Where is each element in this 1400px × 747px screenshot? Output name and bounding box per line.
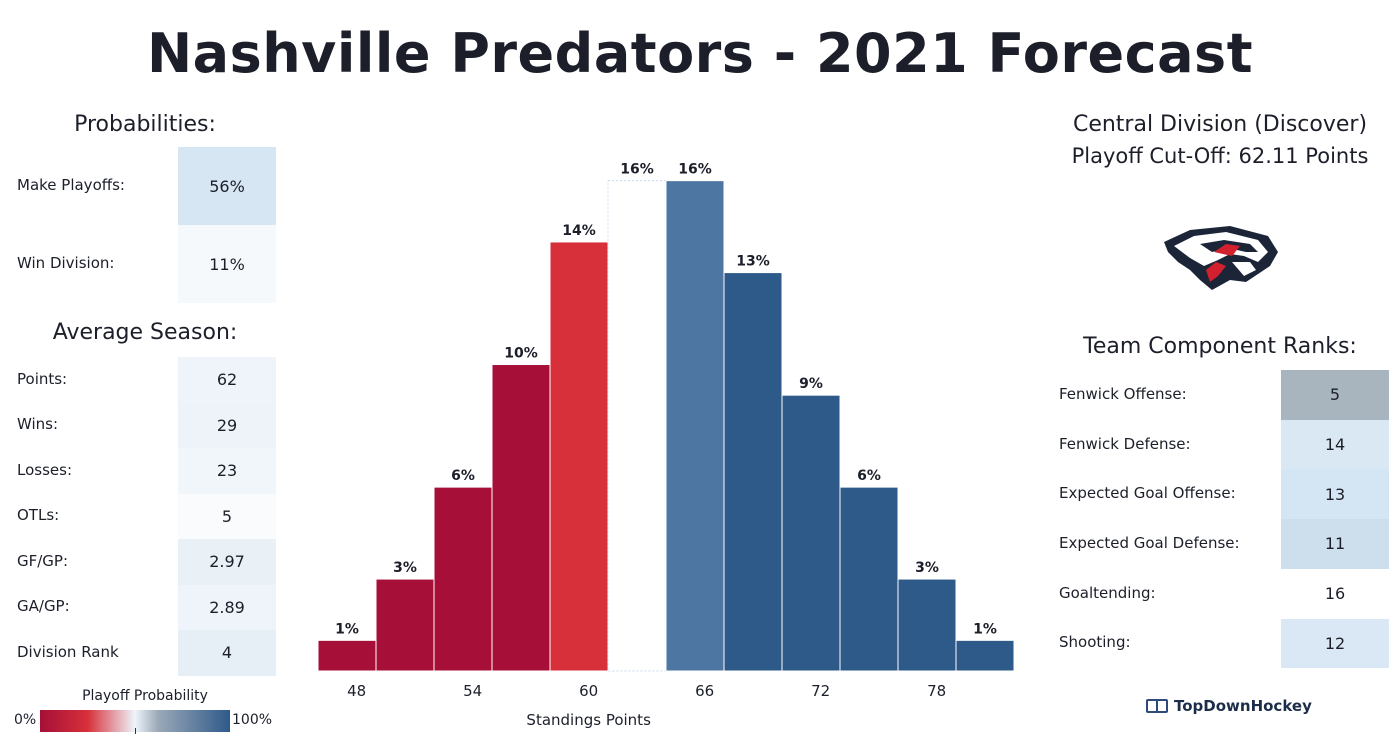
team-ranks-value: 5 — [1281, 370, 1389, 420]
histogram-bar — [433, 486, 493, 672]
legend-min-label: 0% — [14, 712, 37, 728]
histogram-bar — [491, 364, 551, 672]
average-season-label: Division Rank — [17, 642, 119, 661]
histogram-bar — [781, 394, 841, 672]
brand-icon — [1146, 699, 1168, 713]
bar-value-label: 9% — [799, 376, 823, 392]
division-name: Central Division (Discover) — [1072, 112, 1368, 137]
average-season-label: OTLs: — [17, 506, 60, 525]
average-season-label: Wins: — [17, 415, 59, 434]
x-tick-label: 54 — [463, 682, 482, 700]
team-ranks-value: 16 — [1281, 568, 1389, 619]
page-title: Nashville Predators - 2021 Forecast — [146, 22, 1254, 85]
average-season-value: 4 — [178, 630, 276, 676]
bar-value-label: 3% — [915, 560, 939, 576]
legend-tick — [135, 728, 136, 734]
x-axis-label: Standings Points — [526, 711, 651, 729]
histogram-bar — [839, 486, 899, 672]
team-ranks-label: Fenwick Offense: — [1059, 384, 1187, 403]
histogram-bar — [665, 180, 725, 672]
histogram-bar — [375, 578, 435, 672]
legend-color-bar — [40, 710, 230, 732]
average-season-heading: Average Season: — [52, 320, 238, 345]
forecast-histogram: 1% 3% 6% 10% 14% 16% 16% 13% 9% 6% 3% 1% 48 54 60 66 72 7… — [317, 162, 1015, 729]
average-season-label: GA/GP: — [17, 597, 70, 616]
team-ranks-value: 14 — [1281, 419, 1389, 470]
x-tick-label: 48 — [347, 682, 366, 700]
bar-value-label: 6% — [451, 468, 475, 484]
histogram-bar — [549, 241, 609, 672]
team-ranks-label: Fenwick Defense: — [1059, 434, 1191, 453]
legend-max-label: 100% — [232, 712, 273, 728]
team-ranks-label: Expected Goal Offense: — [1059, 484, 1236, 503]
team-ranks-value: 11 — [1281, 519, 1389, 569]
bar-value-label: 10% — [504, 346, 538, 362]
histogram-bar — [897, 578, 957, 672]
average-season-value: 2.89 — [178, 584, 276, 630]
bar-value-label: 3% — [393, 560, 417, 576]
x-tick-label: 72 — [811, 682, 830, 700]
average-season-value: 5 — [178, 493, 276, 539]
predators-logo — [1164, 226, 1278, 290]
x-tick-label: 66 — [695, 682, 714, 700]
probabilities-label: Make Playoffs: — [17, 176, 125, 194]
probabilities-heading: Probabilities: — [74, 112, 216, 137]
average-season-label: Points: — [17, 369, 68, 388]
bar-value-label: 16% — [620, 162, 654, 178]
average-season-value: 62 — [178, 357, 276, 403]
team-ranks-label: Expected Goal Defense: — [1059, 533, 1240, 552]
team-ranks-value: 12 — [1281, 618, 1389, 669]
brand-name: TopDownHockey — [1174, 697, 1312, 715]
team-ranks-heading: Team Component Ranks: — [1083, 334, 1357, 359]
legend-title: Playoff Probability — [82, 688, 208, 704]
average-season-label: GF/GP: — [17, 551, 69, 570]
histogram-bar — [723, 272, 783, 672]
brand: TopDownHockey — [1146, 697, 1312, 715]
bar-value-label: 1% — [973, 621, 997, 637]
bar-value-label: 6% — [857, 468, 881, 484]
probabilities-value: 56% — [178, 147, 276, 225]
x-tick-label: 60 — [579, 682, 598, 700]
probabilities-label: Win Division: — [17, 254, 115, 272]
histogram-bar — [317, 639, 377, 672]
team-ranks-value: 13 — [1281, 469, 1389, 520]
histogram-bar — [607, 180, 667, 672]
average-season-value: 29 — [178, 402, 276, 448]
bar-value-label: 14% — [562, 223, 596, 239]
average-season-value: 2.97 — [178, 539, 276, 585]
team-ranks-label: Goaltending: — [1059, 583, 1156, 602]
bar-value-label: 1% — [335, 621, 359, 637]
average-season-label: Losses: — [17, 460, 72, 479]
x-tick-label: 78 — [927, 682, 946, 700]
bar-value-label: 16% — [678, 162, 712, 178]
bar-value-label: 13% — [736, 254, 770, 270]
probabilities-value: 11% — [178, 225, 276, 303]
playoff-cutoff: Playoff Cut-Off: 62.11 Points — [1071, 144, 1369, 168]
histogram-bar — [955, 639, 1015, 672]
average-season-value: 23 — [178, 448, 276, 494]
team-ranks-label: Shooting: — [1059, 633, 1131, 652]
